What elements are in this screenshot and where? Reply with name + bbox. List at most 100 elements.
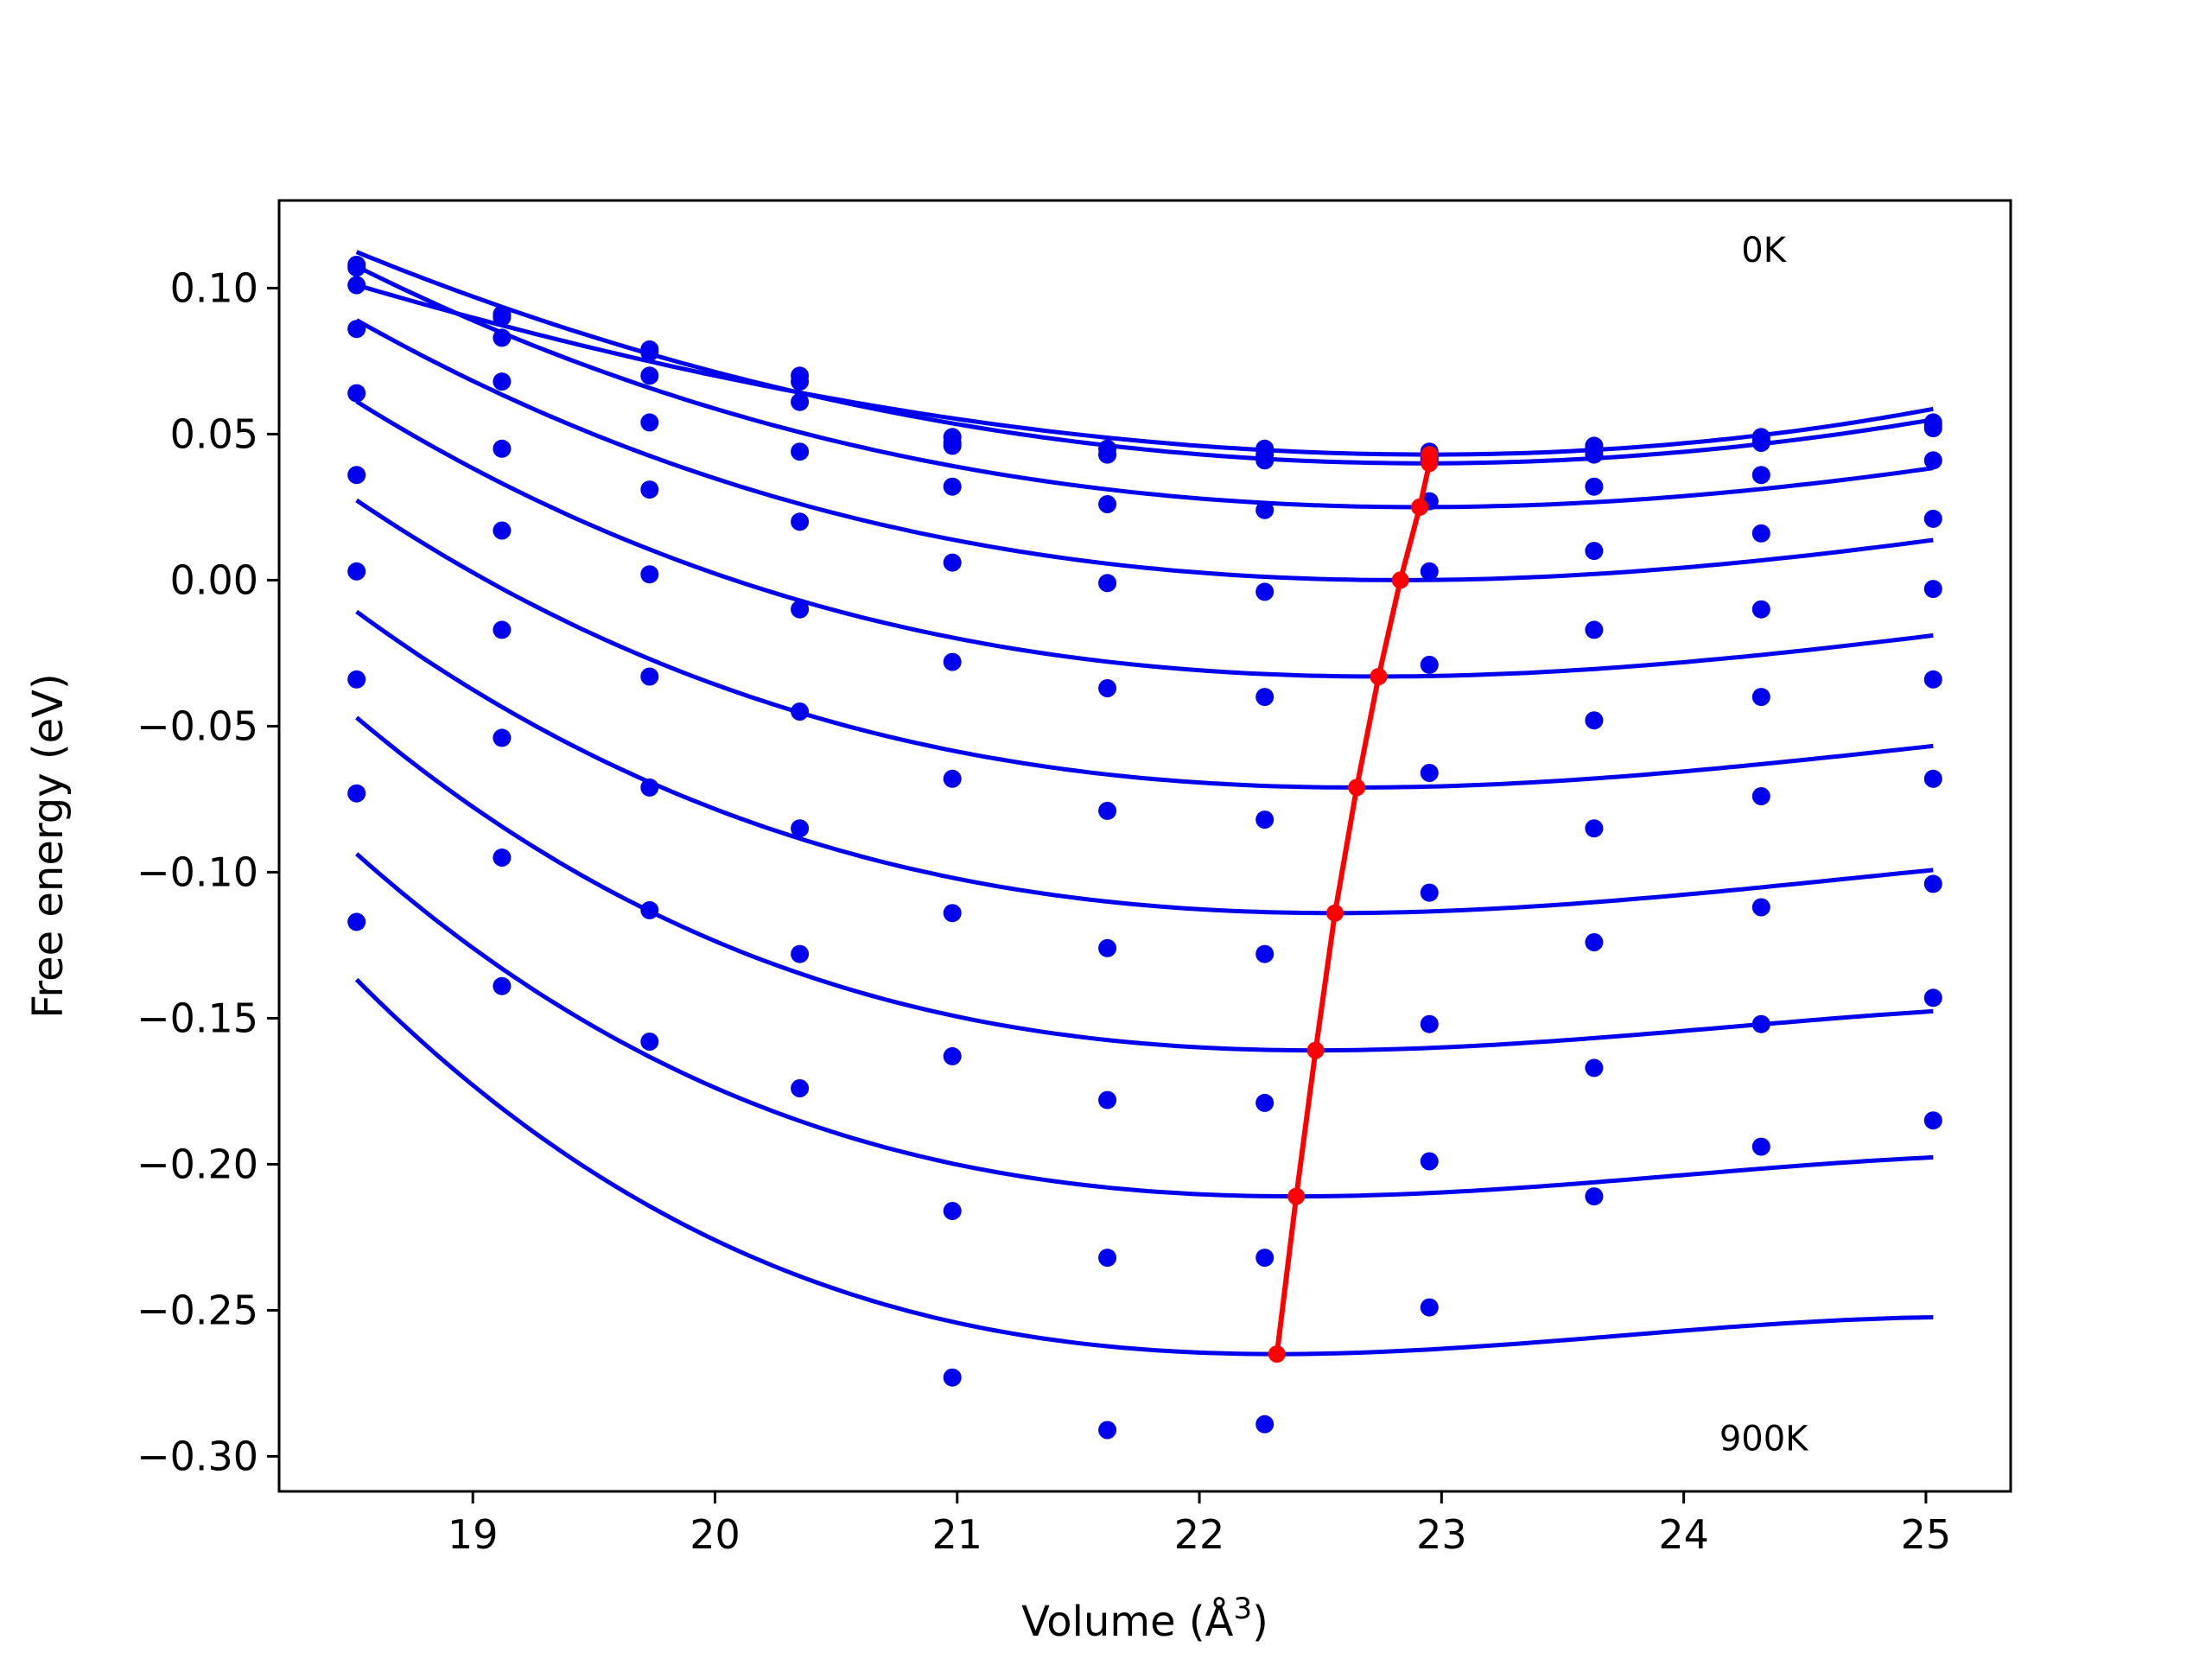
data-point-800k: [791, 944, 810, 963]
data-point-800k: [1098, 1090, 1117, 1109]
minima-point: [1411, 498, 1429, 516]
data-point-600k: [1098, 801, 1117, 820]
data-point-900k: [493, 976, 512, 995]
data-point-300k: [640, 413, 659, 432]
y-tick-label: −0.05: [137, 702, 258, 749]
data-point-500k: [640, 565, 659, 584]
x-axis-label-close: ): [1252, 1598, 1268, 1646]
data-point-900k: [1255, 1249, 1274, 1268]
data-point-1000k: [1098, 1421, 1117, 1440]
data-point-400k: [1420, 562, 1439, 581]
data-point-200k: [791, 392, 810, 411]
data-point-900k: [1420, 1152, 1439, 1171]
data-point-400k: [791, 512, 810, 531]
data-point-200k: [943, 436, 962, 455]
data-point-1000k: [1585, 1187, 1604, 1206]
data-point-600k: [1585, 711, 1604, 730]
data-point-500k: [1098, 679, 1117, 697]
data-point-900k: [943, 1202, 962, 1220]
data-point-900k: [640, 1033, 659, 1051]
data-point-100k: [791, 372, 810, 391]
data-point-700k: [493, 728, 512, 747]
x-axis-label-main: Volume (Å: [1021, 1597, 1234, 1646]
minima-point: [1370, 668, 1388, 685]
y-tick-label: −0.15: [137, 995, 258, 1041]
data-point-500k: [347, 466, 366, 485]
minima-point: [1421, 454, 1439, 473]
data-point-300k: [493, 372, 512, 391]
data-point-200k: [347, 276, 366, 295]
data-point-400k: [347, 384, 366, 403]
data-point-600k: [791, 702, 810, 721]
data-point-900k: [791, 1079, 810, 1097]
data-point-800k: [1420, 1014, 1439, 1033]
data-point-400k: [640, 480, 659, 499]
data-point-700k: [943, 904, 962, 923]
data-point-100k: [493, 308, 512, 327]
data-point-600k: [1751, 688, 1770, 707]
fit-curve-900k: [354, 977, 1934, 1357]
x-tick-label: 20: [690, 1511, 741, 1558]
x-tick-label: 23: [1416, 1511, 1467, 1558]
data-point-300k: [943, 477, 962, 496]
annotations: 0K 900K: [1719, 231, 1809, 1459]
x-axis-ticks: 19 20 21 22 23 24 25: [448, 1491, 1951, 1558]
data-point-800k: [640, 900, 659, 919]
data-point-200k: [1923, 419, 1942, 438]
data-point-700k: [640, 778, 659, 797]
data-point-300k: [1098, 495, 1117, 513]
data-point-400k: [1751, 524, 1770, 543]
minima-point: [1268, 1345, 1286, 1363]
data-point-700k: [1098, 938, 1117, 957]
plot-frame: [277, 199, 2012, 1493]
y-tick-label: −0.20: [137, 1141, 258, 1187]
data-point-600k: [347, 562, 366, 581]
data-point-900k: [1923, 988, 1942, 1007]
annotation-0k: 0K: [1741, 231, 1787, 270]
fit-curve-100k: [355, 250, 1934, 466]
minima-path: [1274, 454, 1433, 1355]
fit-curve-300k: [355, 318, 1934, 582]
fit-curve-600k: [355, 609, 1934, 916]
fit-curve-700k: [355, 715, 1934, 1053]
data-point-800k: [1255, 1093, 1274, 1112]
minima-point: [1391, 571, 1409, 589]
data-point-1000k: [1255, 1414, 1274, 1433]
y-tick-label: −0.30: [137, 1433, 258, 1479]
data-point-200k: [493, 328, 512, 347]
y-tick-label: 0.05: [170, 410, 258, 457]
data-point-700k: [1923, 769, 1942, 788]
data-point-400k: [1255, 582, 1274, 601]
data-point-1000k: [1751, 1137, 1770, 1156]
x-tick-label: 25: [1901, 1511, 1952, 1558]
fit-curve-200k: [355, 264, 1934, 510]
data-point-600k: [1420, 764, 1439, 782]
x-tick-label: 22: [1174, 1511, 1225, 1558]
data-point-600k: [1923, 670, 1942, 689]
data-point-800k: [1751, 898, 1770, 917]
data-point-600k: [640, 667, 659, 686]
minima-point: [1306, 1041, 1325, 1059]
data-point-900k: [1098, 1249, 1117, 1268]
data-point-1000k: [1420, 1298, 1439, 1317]
data-point-900k: [347, 912, 366, 931]
fit-curves: [354, 250, 1934, 1357]
data-point-500k: [1923, 580, 1942, 599]
data-point-200k: [1255, 451, 1274, 470]
data-point-800k: [493, 849, 512, 867]
y-axis-label: Free energy (eV): [24, 673, 73, 1018]
fit-curve-800k: [355, 852, 1934, 1199]
data-point-700k: [1751, 787, 1770, 805]
y-tick-label: 0.00: [170, 556, 258, 603]
fit-curve-500k: [355, 498, 1934, 790]
fit-curve-0k: [355, 283, 1934, 457]
data-point-700k: [1585, 819, 1604, 838]
data-point-300k: [1751, 466, 1770, 485]
data-point-1000k: [1923, 1111, 1942, 1130]
data-point-700k: [347, 670, 366, 689]
data-point-400k: [493, 439, 512, 458]
data-point-500k: [1255, 688, 1274, 707]
data-point-200k: [1098, 445, 1117, 464]
data-point-300k: [791, 442, 810, 461]
data-point-200k: [1585, 445, 1604, 464]
